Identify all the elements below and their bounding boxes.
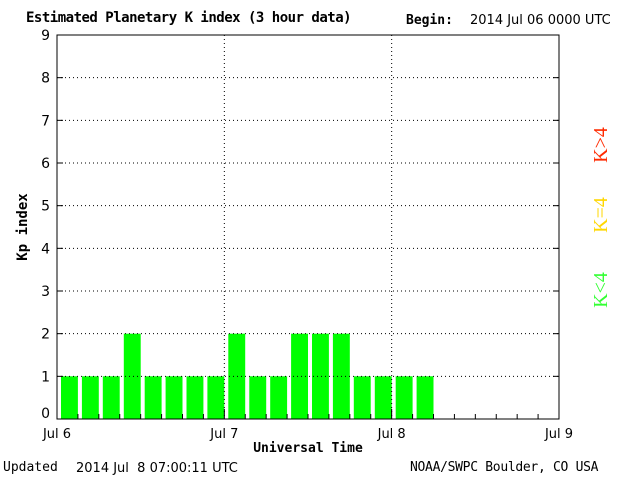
y-tick-label: 1: [41, 369, 50, 385]
legend-layer: K>4 K=4 K<4: [590, 127, 612, 308]
chart-title: Estimated Planetary K index (3 hour data…: [26, 10, 352, 26]
begin-value: 2014 Jul 06 0000 UTC: [470, 13, 611, 28]
y-tick-label: 0: [41, 406, 50, 422]
kp-bar: [207, 376, 225, 419]
kp-bar: [102, 376, 120, 419]
legend-label: K>4: [590, 127, 612, 163]
kp-bar: [123, 333, 141, 419]
grid-layer: [57, 35, 559, 419]
kp-bar: [165, 376, 183, 419]
y-tick-label: 9: [41, 28, 50, 44]
y-tick-label: 8: [41, 71, 50, 87]
y-tick-label: 6: [41, 156, 50, 172]
kp-bar: [61, 376, 78, 419]
y-ticks-layer: 0 1 2 3 4 5 6 7 8 9: [41, 28, 559, 422]
kp-bar: [395, 376, 413, 419]
y-tick-label: 3: [41, 284, 50, 300]
y-tick-label: 5: [41, 199, 50, 215]
y-tick-label: 2: [41, 327, 50, 343]
kp-bar: [416, 376, 434, 419]
kp-bar: [249, 376, 267, 419]
kp-bar: [81, 376, 99, 419]
y-tick-label: 7: [41, 113, 50, 129]
y-tick-label: 4: [41, 241, 50, 257]
updated-value: 2014 Jul 8 07:00:11 UTC: [76, 461, 238, 476]
kp-bar: [291, 333, 308, 419]
x-ticks-layer: Jul 6 Jul 7 Jul 8 Jul 9: [42, 409, 573, 442]
kp-bar: [144, 376, 162, 419]
x-axis-label: Universal Time: [253, 441, 363, 456]
y-axis-label: Kp index: [15, 193, 31, 261]
kp-bar: [186, 376, 204, 419]
x-tick-label: Jul 9: [544, 427, 573, 442]
credit-text: NOAA/SWPC Boulder, CO USA: [410, 460, 599, 475]
begin-label: Begin:: [406, 13, 453, 28]
kp-bar: [312, 333, 329, 419]
legend-label: K=4: [590, 197, 612, 233]
bars-layer: [61, 333, 434, 419]
kp-bar: [374, 376, 392, 419]
legend-label: K<4: [590, 272, 612, 308]
updated-label: Updated: [3, 460, 58, 475]
x-tick-label: Jul 7: [209, 427, 238, 442]
kp-bar: [353, 376, 371, 419]
x-tick-label: Jul 6: [42, 427, 71, 442]
x-tick-label: Jul 8: [377, 427, 406, 442]
kp-bar: [270, 376, 288, 419]
kp-bar: [228, 333, 246, 419]
